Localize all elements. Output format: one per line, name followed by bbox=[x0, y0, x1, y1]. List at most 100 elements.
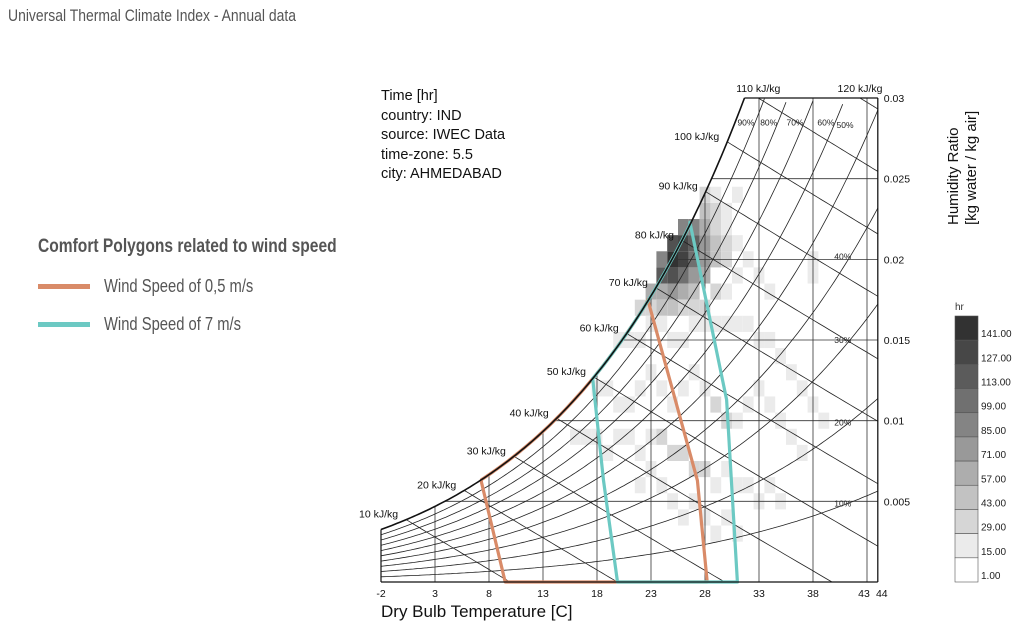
colorbar-swatch bbox=[954, 339, 979, 365]
enthalpy-label: 60 kJ/kg bbox=[580, 322, 619, 334]
colorbar-swatch bbox=[954, 412, 979, 438]
colorbar-label: 127.00 bbox=[981, 353, 1012, 364]
legend-item-wind-7: Wind Speed of 7 m/s bbox=[38, 314, 402, 334]
heatmap-cell bbox=[742, 315, 754, 332]
heatmap-cell bbox=[786, 315, 797, 332]
heatmap-cell bbox=[796, 299, 808, 316]
legend-swatch-orange bbox=[38, 283, 90, 289]
enthalpy-line bbox=[655, 287, 879, 422]
heatmap-cell bbox=[796, 444, 808, 462]
y-tick-label: 0.01 bbox=[884, 416, 905, 428]
colorbar-unit: hr bbox=[955, 302, 965, 313]
enthalpy-line bbox=[758, 97, 879, 172]
heatmap-cell bbox=[721, 509, 732, 526]
heatmap-cell bbox=[710, 396, 722, 413]
enthalpy-line bbox=[626, 333, 879, 485]
heatmap-cell bbox=[613, 396, 624, 413]
heatmap-cell bbox=[710, 186, 722, 203]
x-tick-label: 23 bbox=[645, 588, 657, 600]
heatmap-cell bbox=[721, 461, 732, 478]
chart-metadata: Time [hr] country: IND source: IWEC Data… bbox=[381, 87, 505, 185]
heatmap-cell bbox=[667, 235, 678, 252]
enthalpy-line bbox=[593, 376, 879, 547]
rh-label: 90% bbox=[737, 117, 754, 127]
colorbar-swatch bbox=[954, 533, 979, 559]
heatmap-cell bbox=[721, 283, 732, 300]
heatmap-cell bbox=[656, 251, 668, 268]
heatmap-cell bbox=[613, 428, 624, 445]
heatmap-cell bbox=[678, 219, 689, 236]
heatmap-cell bbox=[688, 315, 700, 332]
grid-lines bbox=[380, 97, 879, 582]
heatmap-cell bbox=[667, 299, 678, 316]
heatmap-cell bbox=[634, 380, 646, 397]
legend-title: Comfort Polygons related to wind speed bbox=[38, 236, 337, 257]
heatmap-cell bbox=[710, 235, 722, 252]
rh-label: 30% bbox=[834, 335, 851, 345]
colorbar-label: 85.00 bbox=[981, 426, 1006, 437]
rh-label: 60% bbox=[817, 117, 834, 127]
legend-item-wind-0-5: Wind Speed of 0,5 m/s bbox=[38, 276, 402, 296]
colorbar-swatch bbox=[954, 315, 979, 341]
heatmap-cell bbox=[818, 348, 830, 365]
rh-curve bbox=[380, 207, 879, 562]
legend-label: Wind Speed of 0,5 m/s bbox=[104, 275, 254, 296]
rh-curve bbox=[380, 98, 765, 536]
legend-swatch-cyan bbox=[38, 321, 90, 327]
heatmap-cell bbox=[634, 477, 646, 494]
heatmap-cell bbox=[732, 525, 743, 542]
enthalpy-label: 110 kJ/kg bbox=[736, 83, 780, 95]
heatmap-cell bbox=[624, 396, 635, 413]
enthalpy-label: 100 kJ/kg bbox=[674, 131, 719, 143]
enthalpy-label: 10 kJ/kg bbox=[359, 509, 398, 521]
enthalpy-label: 90 kJ/kg bbox=[659, 181, 698, 193]
x-tick-label: 43 bbox=[858, 588, 870, 600]
enthalpy-label: 20 kJ/kg bbox=[417, 479, 456, 491]
y-tick-label: 0.02 bbox=[884, 254, 905, 266]
enthalpy-label: 80 kJ/kg bbox=[635, 229, 674, 241]
x-tick-label: 18 bbox=[591, 588, 603, 600]
heatmap-cell bbox=[850, 348, 862, 365]
heatmap-cell bbox=[570, 428, 581, 445]
colorbar-label: 1.00 bbox=[981, 571, 1001, 582]
heatmap-cell bbox=[721, 219, 732, 236]
rh-label: 80% bbox=[760, 117, 777, 127]
heatmap-cell bbox=[688, 364, 700, 381]
colorbar-label: 141.00 bbox=[981, 329, 1012, 340]
enthalpy-line bbox=[705, 191, 879, 297]
y-tick-label: 0.025 bbox=[884, 174, 910, 186]
heatmap-cell bbox=[721, 202, 732, 220]
enthalpy-line bbox=[513, 455, 725, 583]
y-tick-label: 0.005 bbox=[884, 496, 910, 508]
colorbar-label: 43.00 bbox=[981, 498, 1006, 509]
colorbar-swatch bbox=[954, 388, 979, 414]
x-tick-label: 33 bbox=[753, 588, 765, 600]
colorbar-swatch bbox=[954, 436, 979, 462]
legend-label: Wind Speed of 7 m/s bbox=[104, 313, 242, 334]
heatmap-cell bbox=[656, 428, 668, 445]
heatmap-cell bbox=[602, 444, 614, 462]
colorbar-swatch bbox=[954, 557, 979, 583]
heatmap-cell bbox=[667, 396, 678, 413]
rh-curve bbox=[380, 104, 844, 551]
heatmap-cell bbox=[840, 380, 851, 397]
rh-curve bbox=[380, 398, 879, 572]
meta-line: country: IND bbox=[381, 107, 462, 124]
rh-curve bbox=[380, 100, 814, 546]
x-tick-label: 28 bbox=[699, 588, 711, 600]
meta-line: city: AHMEDABAD bbox=[381, 166, 502, 182]
heatmap-cell bbox=[764, 283, 776, 300]
heatmap-cell bbox=[634, 299, 646, 316]
x-tick-label: 13 bbox=[537, 588, 549, 600]
heatmap-cell bbox=[764, 396, 776, 413]
heatmap-cell bbox=[580, 428, 592, 445]
enthalpy-label: 30 kJ/kg bbox=[467, 445, 506, 457]
y-axis-label-line2: [kg water / kg air] bbox=[963, 111, 980, 225]
enthalpy-line bbox=[556, 417, 833, 583]
heatmap-cell bbox=[829, 364, 840, 381]
y-tick-label: 0.03 bbox=[884, 93, 905, 105]
colorbar-label: 29.00 bbox=[981, 523, 1006, 534]
x-axis-label: Dry Bulb Temperature [C] bbox=[381, 602, 572, 621]
heatmap-cell bbox=[710, 477, 722, 494]
rh-label: 10% bbox=[834, 498, 851, 508]
